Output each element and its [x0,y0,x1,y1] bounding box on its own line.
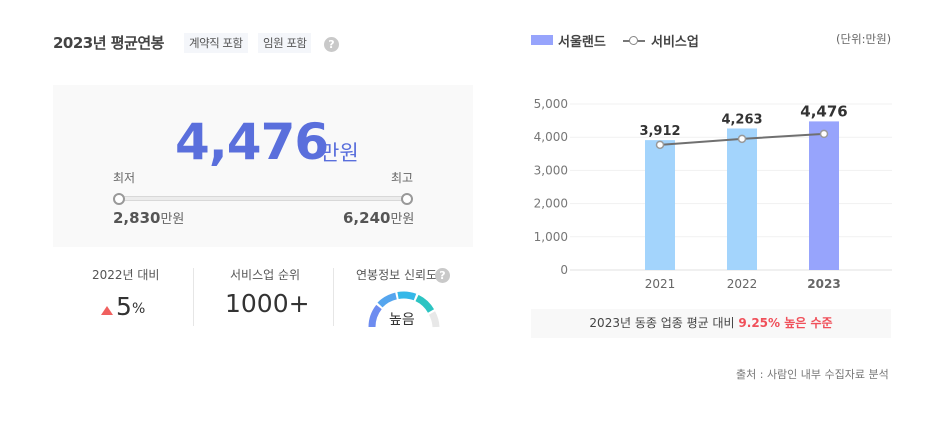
min-label: 최저 [113,171,136,185]
tag-contract-included: 계약직 포함 [184,33,248,53]
question-circle-icon[interactable]: ? [324,37,339,52]
bar-2023[interactable] [809,121,839,271]
industry-line-point[interactable] [737,134,747,144]
salary-range-bar [118,196,406,201]
yoy-unit: % [132,301,146,317]
min-salary-value: 2,830만원 [113,209,185,227]
question-circle-icon[interactable]: ? [435,268,450,283]
source-note: 출처 : 사람인 내부 수집자료 분석 [736,368,889,381]
reliability-label: 연봉정보 신뢰도 [356,268,438,282]
average-salary-unit: 만원 [320,141,359,165]
x-tick-label: 2021 [645,277,676,291]
range-max-marker [401,193,413,205]
industry-line-point[interactable] [819,129,829,139]
industry-line-point[interactable] [655,140,665,150]
bar-value-label: 3,912 [639,124,680,139]
bar-2021[interactable] [645,140,675,270]
average-salary-panel [53,85,473,247]
legend-industry: 서비스업 [651,35,699,50]
rank-value: 1000+ [225,289,310,318]
max-label: 최고 [391,171,414,185]
comparison-highlight: 9.25% 높은 수준 [738,316,833,330]
max-salary-value: 6,240만원 [343,209,415,227]
range-min-marker [113,193,125,205]
bar-value-label: 4,263 [721,112,762,127]
salary-chart: 0 1,000 2,000 3,000 4,000 5,000 3,912 2021 4,263… [534,97,892,291]
y-tick-label: 0 [560,263,568,277]
y-tick-label: 4,000 [534,130,568,144]
reliability-value: 높음 [389,312,415,328]
legend-dot-icon [629,36,638,45]
unit-note: (단위:만원) [836,32,892,46]
y-tick-label: 5,000 [534,97,568,111]
legend-bar-swatch [531,35,553,45]
industry-comparison: 2023년 동종 업종 평균 대비 9.25% 높은 수준 [531,309,891,338]
divider [193,268,194,326]
divider [333,268,334,326]
x-tick-label: 2023 [807,277,840,291]
y-tick-label: 1,000 [534,230,568,244]
rank-label: 서비스업 순위 [230,268,301,282]
x-tick-label: 2022 [727,277,758,291]
reliability-gauge [368,291,440,328]
legend-company: 서울랜드 [558,35,606,50]
page-title: 2023년 평균연봉 [53,34,164,52]
tag-executive-included: 임원 포함 [258,33,312,53]
y-tick-label: 2,000 [534,197,568,211]
bar-2022[interactable] [727,128,757,270]
yoy-value: 5 [116,292,132,321]
bar-value-label: 4,476 [800,102,847,120]
y-tick-label: 3,000 [534,163,568,177]
yoy-label: 2022년 대비 [92,268,160,282]
up-triangle-icon [101,306,113,315]
average-salary-value: 4,476 [175,113,329,171]
